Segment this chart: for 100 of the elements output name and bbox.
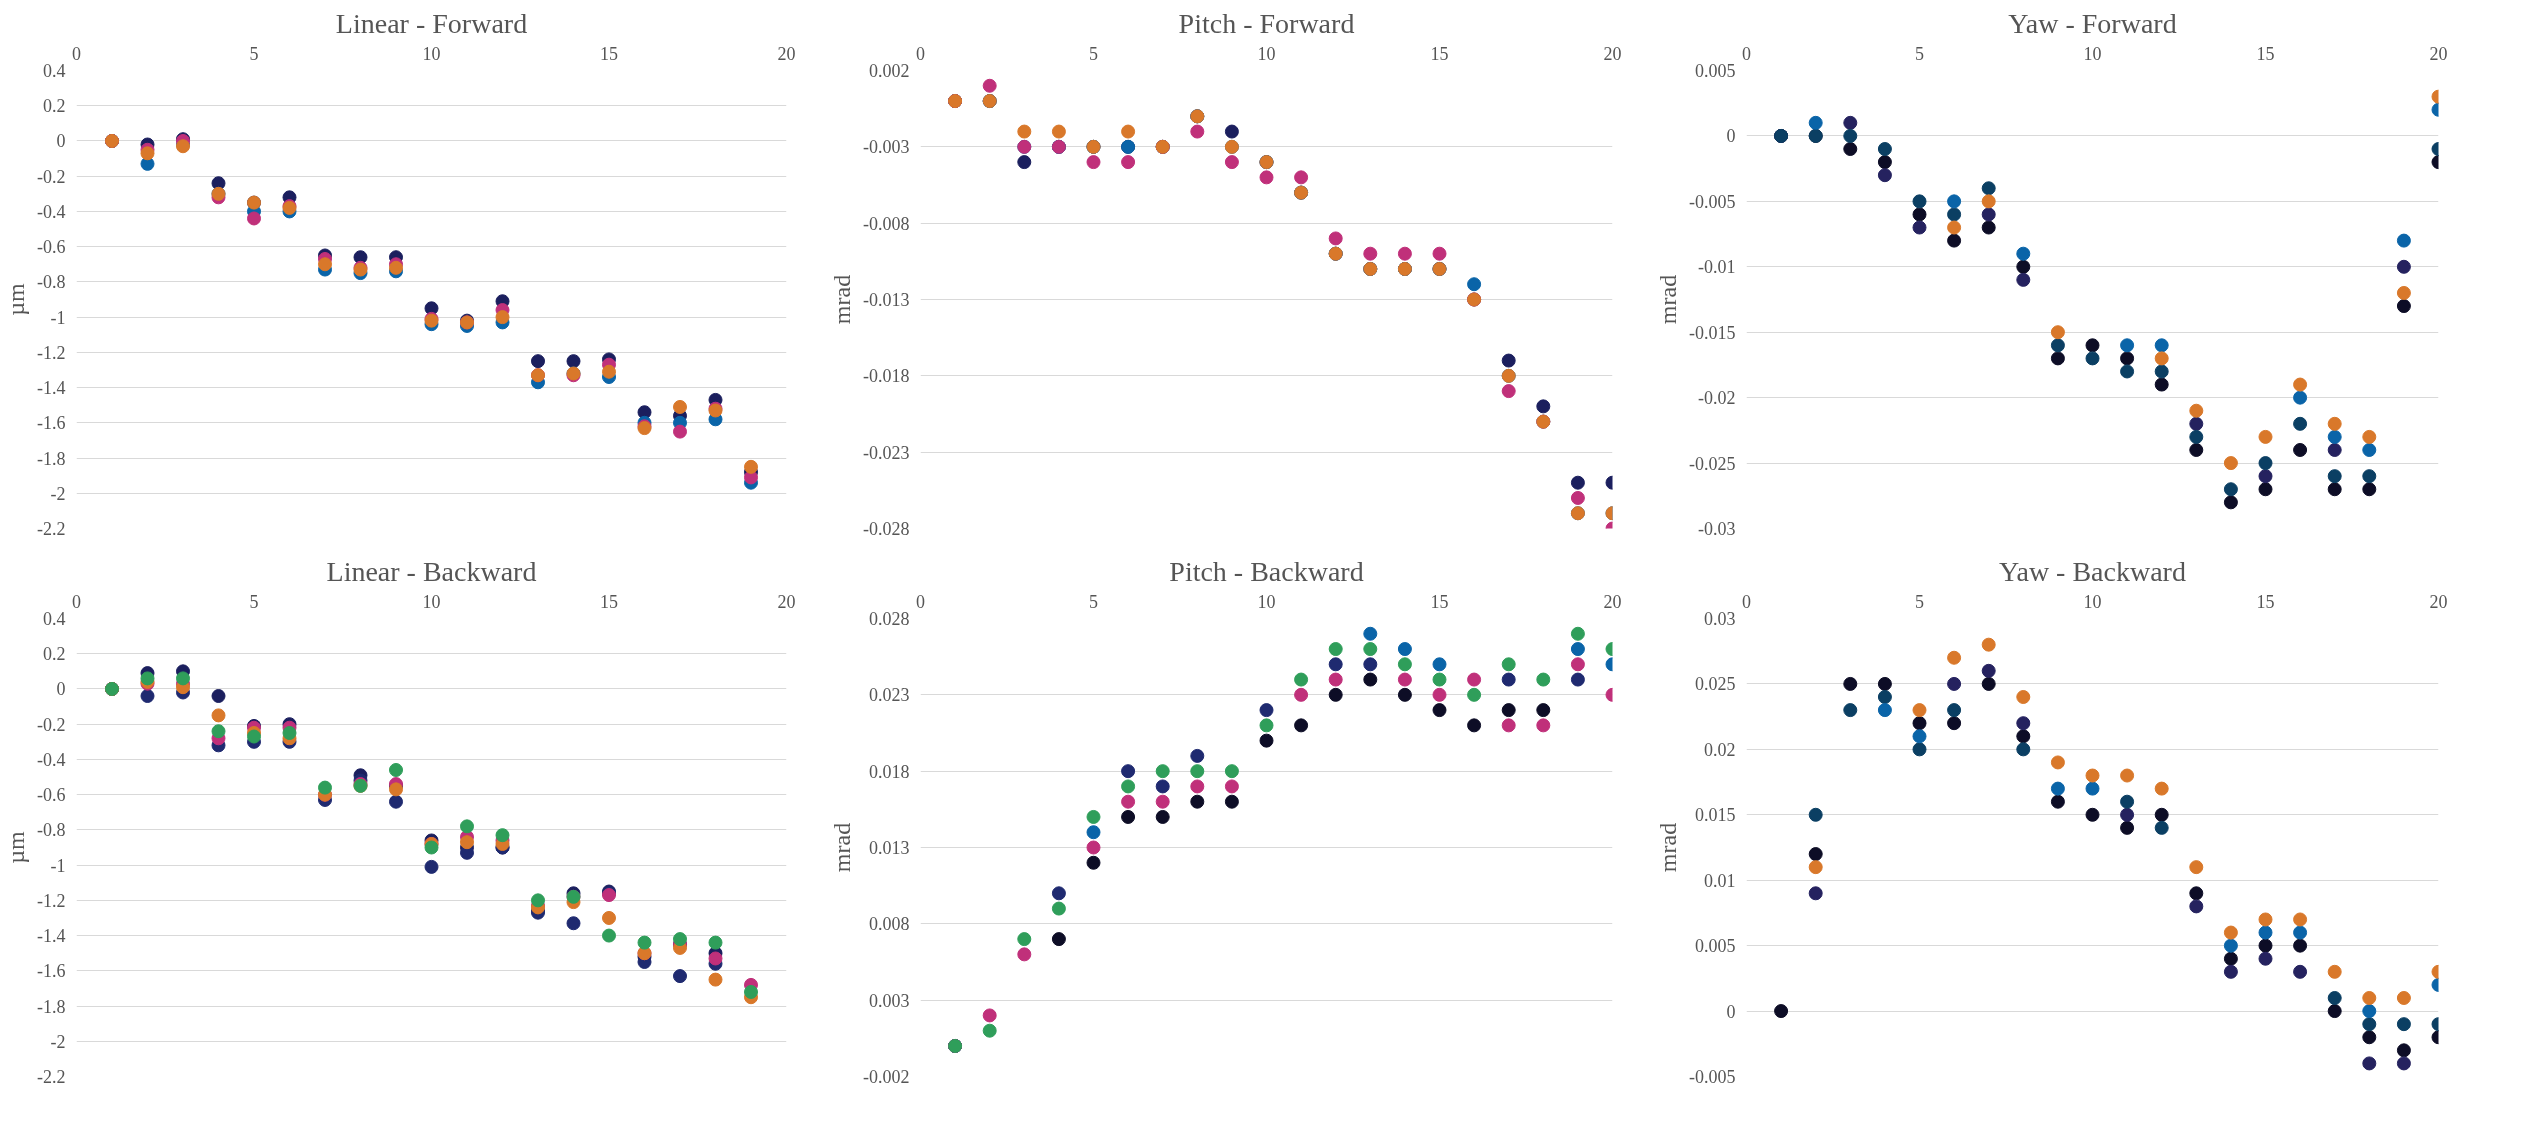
y-tick-label: -1 bbox=[50, 855, 66, 876]
x-tick-label: 5 bbox=[1915, 591, 1924, 612]
y-tick-label: -2 bbox=[50, 483, 66, 504]
x-tick-label: 15 bbox=[2256, 43, 2275, 64]
chart-title: Linear - Forward bbox=[335, 7, 528, 39]
y-tick-label: -1.6 bbox=[37, 413, 66, 434]
y-tick-label: 0.005 bbox=[1695, 61, 1736, 81]
y-axis-title: mrad bbox=[1655, 822, 1682, 873]
y-tick-label: -1.2 bbox=[37, 890, 66, 911]
y-tick-label: -0.013 bbox=[863, 290, 910, 310]
y-tick-label: -0.6 bbox=[37, 237, 66, 258]
y-tick-label: -0.002 bbox=[863, 1067, 910, 1087]
x-tick-label: 15 bbox=[600, 43, 618, 64]
x-tick-label: 10 bbox=[1257, 591, 1276, 612]
y-tick-label: 0 bbox=[56, 679, 66, 700]
y-axis-title: µm bbox=[3, 282, 30, 316]
y-tick-label: 0.023 bbox=[869, 685, 910, 706]
y-tick-label: 0.008 bbox=[869, 914, 910, 935]
y-tick-label: -1.8 bbox=[37, 996, 66, 1017]
y-tick-label: 0.002 bbox=[869, 61, 910, 81]
y-tick-label: -0.023 bbox=[863, 442, 910, 463]
y-tick-label: -1 bbox=[50, 307, 66, 328]
y-tick-label: 0.018 bbox=[869, 761, 910, 782]
y-tick-label: 0.02 bbox=[1704, 739, 1736, 760]
y-tick-label: 0.015 bbox=[1695, 805, 1736, 826]
y-tick-label: -1.6 bbox=[37, 961, 66, 982]
y-tick-label: -0.005 bbox=[1689, 191, 1736, 212]
y-tick-label: -1.2 bbox=[37, 342, 66, 363]
y-axis-title: µm bbox=[3, 830, 30, 864]
y-tick-label: 0.4 bbox=[43, 61, 66, 81]
y-tick-label: -0.8 bbox=[37, 820, 66, 841]
y-tick-label: 0 bbox=[1726, 1001, 1736, 1022]
y-tick-label: -0.6 bbox=[37, 785, 66, 806]
y-tick-label: -0.4 bbox=[37, 749, 66, 770]
y-tick-label: -0.8 bbox=[37, 272, 66, 293]
x-tick-label: 15 bbox=[1430, 43, 1449, 64]
y-axis-title: mrad bbox=[1655, 274, 1682, 325]
y-tick-label: -0.003 bbox=[863, 137, 910, 158]
chart-title: Yaw - Backward bbox=[1999, 555, 2186, 587]
y-tick-label: 0.03 bbox=[1704, 609, 1736, 629]
y-tick-label: -0.028 bbox=[863, 519, 910, 539]
x-tick-label: 20 bbox=[777, 591, 796, 612]
x-tick-label: 5 bbox=[249, 43, 259, 64]
x-tick-label: 15 bbox=[2256, 591, 2275, 612]
y-tick-label: -0.018 bbox=[863, 366, 910, 387]
y-tick-label: 0.025 bbox=[1695, 674, 1736, 695]
x-tick-label: 20 bbox=[1603, 591, 1622, 612]
y-tick-label: 0.01 bbox=[1704, 870, 1736, 891]
chart-title: Pitch - Forward bbox=[1178, 7, 1355, 39]
y-axis-title: mrad bbox=[829, 822, 856, 873]
y-tick-label: -0.008 bbox=[863, 213, 910, 234]
y-tick-label: -1.8 bbox=[37, 448, 66, 469]
x-tick-label: 0 bbox=[72, 591, 81, 612]
y-tick-label: -0.2 bbox=[37, 714, 66, 735]
x-tick-label: 0 bbox=[1742, 43, 1751, 64]
y-tick-label: 0.005 bbox=[1695, 936, 1736, 957]
x-tick-label: 0 bbox=[916, 43, 925, 64]
y-tick-label: 0.003 bbox=[869, 990, 910, 1011]
x-tick-label: 5 bbox=[1089, 591, 1098, 612]
y-tick-label: -0.2 bbox=[37, 166, 66, 187]
y-tick-label: 0.2 bbox=[43, 644, 66, 665]
x-tick-label: 10 bbox=[2083, 43, 2102, 64]
x-tick-label: 20 bbox=[2429, 591, 2448, 612]
y-tick-label: -1.4 bbox=[37, 378, 66, 399]
x-tick-label: 15 bbox=[600, 591, 618, 612]
x-tick-label: 0 bbox=[1742, 591, 1751, 612]
y-tick-label: -0.01 bbox=[1698, 257, 1736, 278]
chart-title: Pitch - Backward bbox=[1169, 555, 1364, 587]
x-tick-label: 20 bbox=[2429, 43, 2448, 64]
y-tick-label: 0.028 bbox=[869, 609, 910, 629]
x-tick-label: 0 bbox=[916, 591, 925, 612]
x-tick-label: 10 bbox=[422, 591, 441, 612]
x-tick-label: 5 bbox=[1915, 43, 1924, 64]
y-tick-label: -2.2 bbox=[37, 519, 66, 539]
x-tick-label: 10 bbox=[2083, 591, 2102, 612]
x-tick-label: 20 bbox=[1603, 43, 1622, 64]
y-tick-label: -2 bbox=[50, 1031, 66, 1052]
y-tick-label: -0.005 bbox=[1689, 1067, 1736, 1087]
y-tick-label: 0.2 bbox=[43, 96, 66, 117]
y-tick-label: 0.4 bbox=[43, 609, 66, 629]
y-tick-label: -0.03 bbox=[1698, 519, 1736, 539]
y-axis-title: mrad bbox=[829, 274, 856, 325]
y-tick-label: -1.4 bbox=[37, 926, 66, 947]
y-tick-label: 0.013 bbox=[869, 838, 910, 858]
y-tick-label: -0.4 bbox=[37, 201, 66, 222]
x-tick-label: 0 bbox=[72, 43, 81, 64]
x-tick-label: 5 bbox=[249, 591, 259, 612]
y-tick-label: -2.2 bbox=[37, 1067, 66, 1087]
y-tick-label: -0.02 bbox=[1698, 388, 1736, 409]
x-tick-label: 10 bbox=[1257, 43, 1276, 64]
y-tick-label: -0.025 bbox=[1689, 453, 1736, 474]
x-tick-label: 10 bbox=[422, 43, 441, 64]
x-tick-label: 5 bbox=[1089, 43, 1098, 64]
chart-title: Linear - Backward bbox=[326, 555, 537, 587]
chart-title: Yaw - Forward bbox=[2008, 7, 2177, 39]
y-tick-label: -0.015 bbox=[1689, 322, 1736, 343]
x-tick-label: 20 bbox=[777, 43, 796, 64]
y-tick-label: 0 bbox=[56, 131, 66, 152]
x-tick-label: 15 bbox=[1430, 591, 1449, 612]
y-tick-label: 0 bbox=[1726, 126, 1736, 147]
